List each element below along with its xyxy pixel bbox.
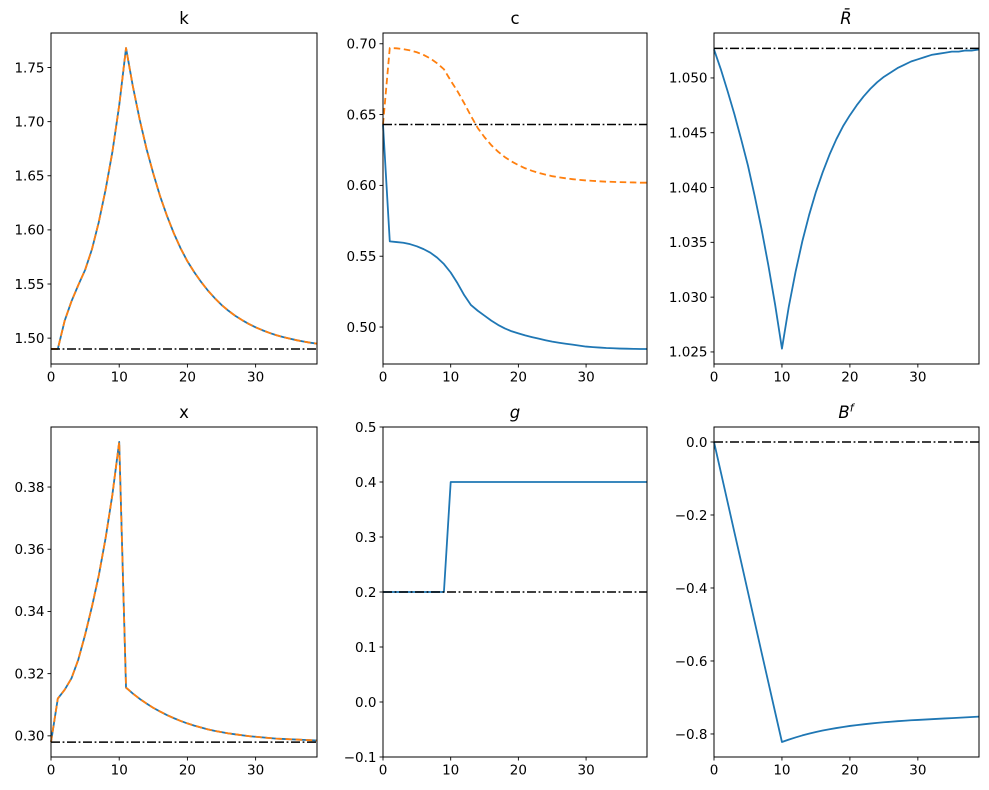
y-tick-label: 0.5 [355, 420, 376, 436]
series-blue-solid-c [382, 124, 647, 350]
y-tick-label: −0.8 [675, 727, 708, 743]
y-tick-label: 1.025 [669, 345, 708, 361]
y-tick-label: 0.4 [355, 475, 376, 491]
y-tick-label: 0.50 [346, 320, 376, 336]
subplot-g: 0 10 20 30 −0.1 0.0 0.1 0.2 0.3 0.4 0.5 [344, 420, 648, 779]
y-tick-label: 0.55 [346, 249, 376, 265]
x-tick-label: 20 [179, 763, 196, 779]
axes-border-Rbar [713, 32, 980, 365]
x-tick-label: 0 [379, 370, 388, 386]
y-tick-label: 0.38 [14, 480, 44, 496]
y-tick-label: 1.040 [669, 180, 708, 196]
x-tick-label: 20 [510, 763, 527, 779]
x-tick-label: 10 [111, 370, 128, 386]
x-tick-label: 30 [909, 370, 926, 386]
y-tick-label: 1.50 [14, 331, 44, 347]
x-tick-label: 10 [773, 763, 790, 779]
x-tick-label: 20 [510, 370, 527, 386]
subplot-Bf: 0 10 20 30 −0.8 −0.6 −0.4 −0.2 0.0 [675, 426, 980, 779]
y-tick-label: 0.0 [686, 435, 707, 451]
axes-border-Bf [713, 426, 980, 758]
y-tick-label: 0.2 [355, 585, 376, 601]
series-orange-dashed-k [51, 47, 318, 350]
y-tick-label: 0.0 [355, 695, 376, 711]
x-tick-label: 0 [710, 763, 719, 779]
series-blue-solid-g [383, 481, 647, 593]
y-tick-label: 0.1 [355, 640, 376, 656]
y-tick-label: 1.65 [14, 169, 44, 185]
x-tick-label: 0 [47, 763, 56, 779]
x-tick-label: 10 [442, 370, 459, 386]
y-tick-label: −0.6 [675, 654, 708, 670]
subplot-x: 0 10 20 30 0.30 0.32 0.34 0.36 0.38 [14, 426, 318, 779]
series-orange-dashed-x [50, 441, 318, 743]
series-blue-solid-Rbar [713, 48, 980, 350]
subplot-Rbar: 0 10 20 30 1.025 1.030 1.035 1.040 1.045 1.050 [669, 32, 980, 386]
subplot-title-g: g [509, 403, 521, 422]
y-tick-label: 1.030 [669, 290, 708, 306]
x-tick-label: 30 [247, 370, 264, 386]
series-blue-solid-Bf [713, 441, 980, 743]
subplot-title-k: k [179, 9, 189, 28]
subplot-title-Rbar: R̄ [840, 9, 852, 28]
y-tick-label: 1.60 [14, 223, 44, 239]
y-tick-label: 1.75 [14, 60, 44, 76]
x-tick-label: 20 [841, 370, 858, 386]
x-tick-label: 30 [909, 763, 926, 779]
subplot-c: 0 10 20 30 0.50 0.55 0.60 0.65 0.70 [346, 32, 648, 386]
y-tick-label: 1.035 [669, 235, 708, 251]
y-tick-label: −0.4 [675, 581, 708, 597]
y-tick-label: 0.36 [14, 542, 44, 558]
x-tick-label: 0 [47, 370, 56, 386]
x-tick-label: 30 [247, 763, 264, 779]
y-tick-label: 1.050 [669, 71, 708, 87]
y-tick-label: 0.30 [14, 729, 44, 745]
axes-border-x [50, 426, 318, 758]
x-tick-label: 30 [577, 370, 594, 386]
series-blue-solid-x [50, 441, 318, 743]
y-tick-label: 0.3 [355, 530, 376, 546]
x-tick-label: 10 [111, 763, 128, 779]
y-tick-label: −0.1 [344, 750, 377, 766]
subplot-title-c: c [510, 9, 520, 28]
axes-border-c [382, 32, 648, 365]
y-tick-label: 1.55 [14, 277, 44, 293]
x-tick-label: 10 [773, 370, 790, 386]
y-tick-label: 0.65 [346, 107, 376, 123]
series-orange-dashed-c [382, 47, 647, 184]
y-tick-label: −0.2 [675, 508, 708, 524]
x-tick-label: 0 [379, 763, 388, 779]
y-tick-label: 1.70 [14, 114, 44, 130]
x-tick-label: 10 [442, 763, 459, 779]
x-tick-label: 0 [710, 370, 719, 386]
subplot-title-x: x [179, 403, 189, 422]
subplot-title-Bf: Bf [838, 401, 854, 422]
axes-border-k [50, 32, 318, 365]
x-tick-label: 30 [577, 763, 594, 779]
y-tick-label: 0.60 [346, 178, 376, 194]
x-tick-label: 20 [841, 763, 858, 779]
y-tick-label: 1.045 [669, 126, 708, 142]
y-tick-label: 0.70 [346, 37, 376, 53]
y-tick-label: 0.34 [14, 604, 44, 620]
subplot-k: 0 10 20 30 1.50 1.55 1.60 1.65 1.70 1.75 [14, 32, 318, 386]
x-tick-label: 20 [179, 370, 196, 386]
y-tick-label: 0.32 [14, 666, 44, 682]
series-blue-solid-k [51, 47, 318, 350]
